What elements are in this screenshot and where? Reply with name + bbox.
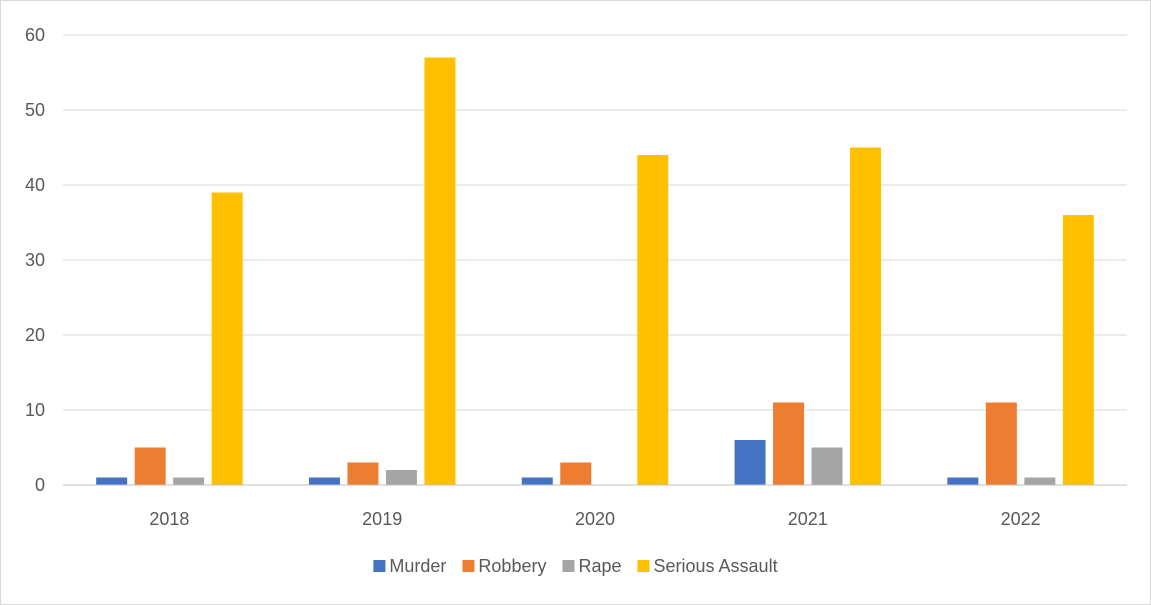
legend-swatch-rape	[562, 560, 575, 572]
x-tick-label: 2021	[788, 509, 828, 529]
bar-serious-assault-2022	[1062, 215, 1094, 485]
bar-murder-2019	[308, 477, 340, 485]
y-tick-label: 20	[25, 325, 45, 345]
bar-robbery-2019	[347, 462, 379, 485]
bar-robbery-2021	[773, 402, 805, 485]
bar-murder-2022	[947, 477, 979, 485]
legend-label-robbery: Robbery	[478, 556, 546, 576]
legend-swatch-serious-assault	[637, 560, 650, 572]
bar-robbery-2020	[560, 462, 592, 485]
y-tick-label: 50	[25, 100, 45, 120]
bar-murder-2018	[96, 477, 128, 485]
bar-serious-assault-2019	[424, 57, 456, 485]
y-axis-ticks: 0 10 20 30 40 50 60	[25, 25, 45, 495]
bar-robbery-2022	[985, 402, 1017, 485]
bar-rape-2022	[1024, 477, 1056, 485]
legend-label-rape: Rape	[578, 556, 621, 576]
bar-murder-2021	[734, 440, 766, 485]
bar-murder-2020	[521, 477, 553, 485]
legend: Murder Robbery Rape Serious Assault	[373, 556, 778, 576]
bars	[96, 57, 1094, 485]
y-tick-label: 30	[25, 250, 45, 270]
legend-swatch-murder	[373, 560, 386, 572]
y-tick-label: 10	[25, 400, 45, 420]
x-tick-label: 2020	[575, 509, 615, 529]
bar-serious-assault-2018	[211, 192, 243, 485]
x-tick-label: 2018	[149, 509, 189, 529]
x-tick-label: 2019	[362, 509, 402, 529]
y-tick-label: 0	[35, 475, 45, 495]
bar-serious-assault-2020	[637, 155, 669, 485]
x-axis-ticks: 2018 2019 2020 2021 2022	[149, 509, 1040, 529]
bar-rape-2018	[173, 477, 205, 485]
legend-label-serious-assault: Serious Assault	[654, 556, 778, 576]
bar-serious-assault-2021	[850, 147, 882, 485]
bar-robbery-2018	[134, 447, 166, 485]
x-tick-label: 2022	[1001, 509, 1041, 529]
legend-label-murder: Murder	[389, 556, 446, 576]
bar-rape-2021	[811, 447, 843, 485]
y-tick-label: 40	[25, 175, 45, 195]
y-tick-label: 60	[25, 25, 45, 45]
bar-rape-2019	[385, 470, 417, 485]
legend-swatch-robbery	[462, 560, 475, 572]
